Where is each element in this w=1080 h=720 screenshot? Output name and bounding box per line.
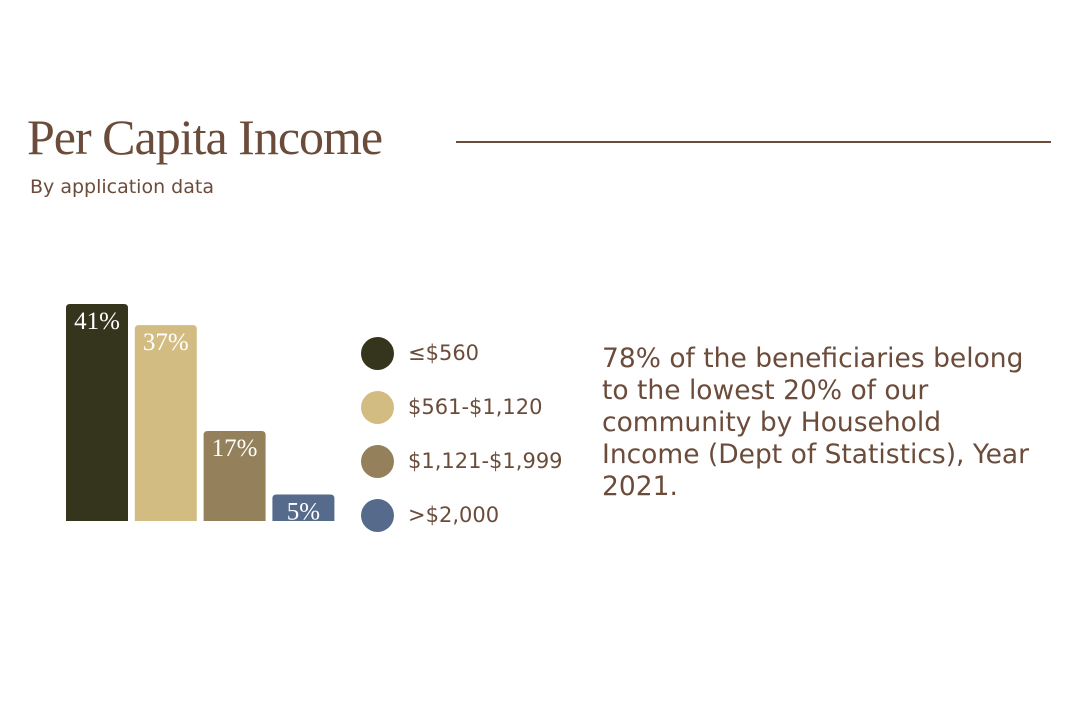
bar-value-label: 5% — [287, 499, 320, 526]
bar-2 — [134, 325, 197, 521]
legend-item: $1,121-$1,999 — [361, 434, 563, 488]
legend-swatch — [361, 444, 394, 478]
title-divider — [456, 141, 1051, 143]
bar-value-label: 17% — [212, 435, 258, 462]
legend-label: $1,121-$1,999 — [408, 449, 563, 473]
bar-chart: 41% 37% 17% 5% — [66, 304, 335, 526]
page-subtitle: By application data — [30, 176, 214, 198]
legend-swatch — [361, 336, 394, 370]
legend-item: >$2,000 — [361, 488, 563, 542]
legend-label: >$2,000 — [408, 503, 500, 527]
legend-item: $561-$1,120 — [361, 380, 563, 434]
legend-swatch — [361, 498, 394, 532]
legend-label: ≤$560 — [408, 341, 480, 365]
legend-item: ≤$560 — [361, 326, 563, 380]
page-title: Per Capita Income — [27, 109, 383, 165]
bar-3 — [203, 431, 266, 521]
chart-legend: ≤$560 $561-$1,120 $1,121-$1,999 >$2,000 — [361, 326, 563, 542]
bar-1 — [66, 304, 128, 521]
summary-note: 78% of the beneficiaries belong to the l… — [602, 343, 1030, 502]
bar-4 — [272, 494, 335, 521]
legend-swatch — [361, 390, 394, 424]
legend-label: $561-$1,120 — [408, 395, 543, 419]
bar-value-label: 41% — [74, 308, 120, 335]
bar-value-label: 37% — [143, 329, 189, 356]
